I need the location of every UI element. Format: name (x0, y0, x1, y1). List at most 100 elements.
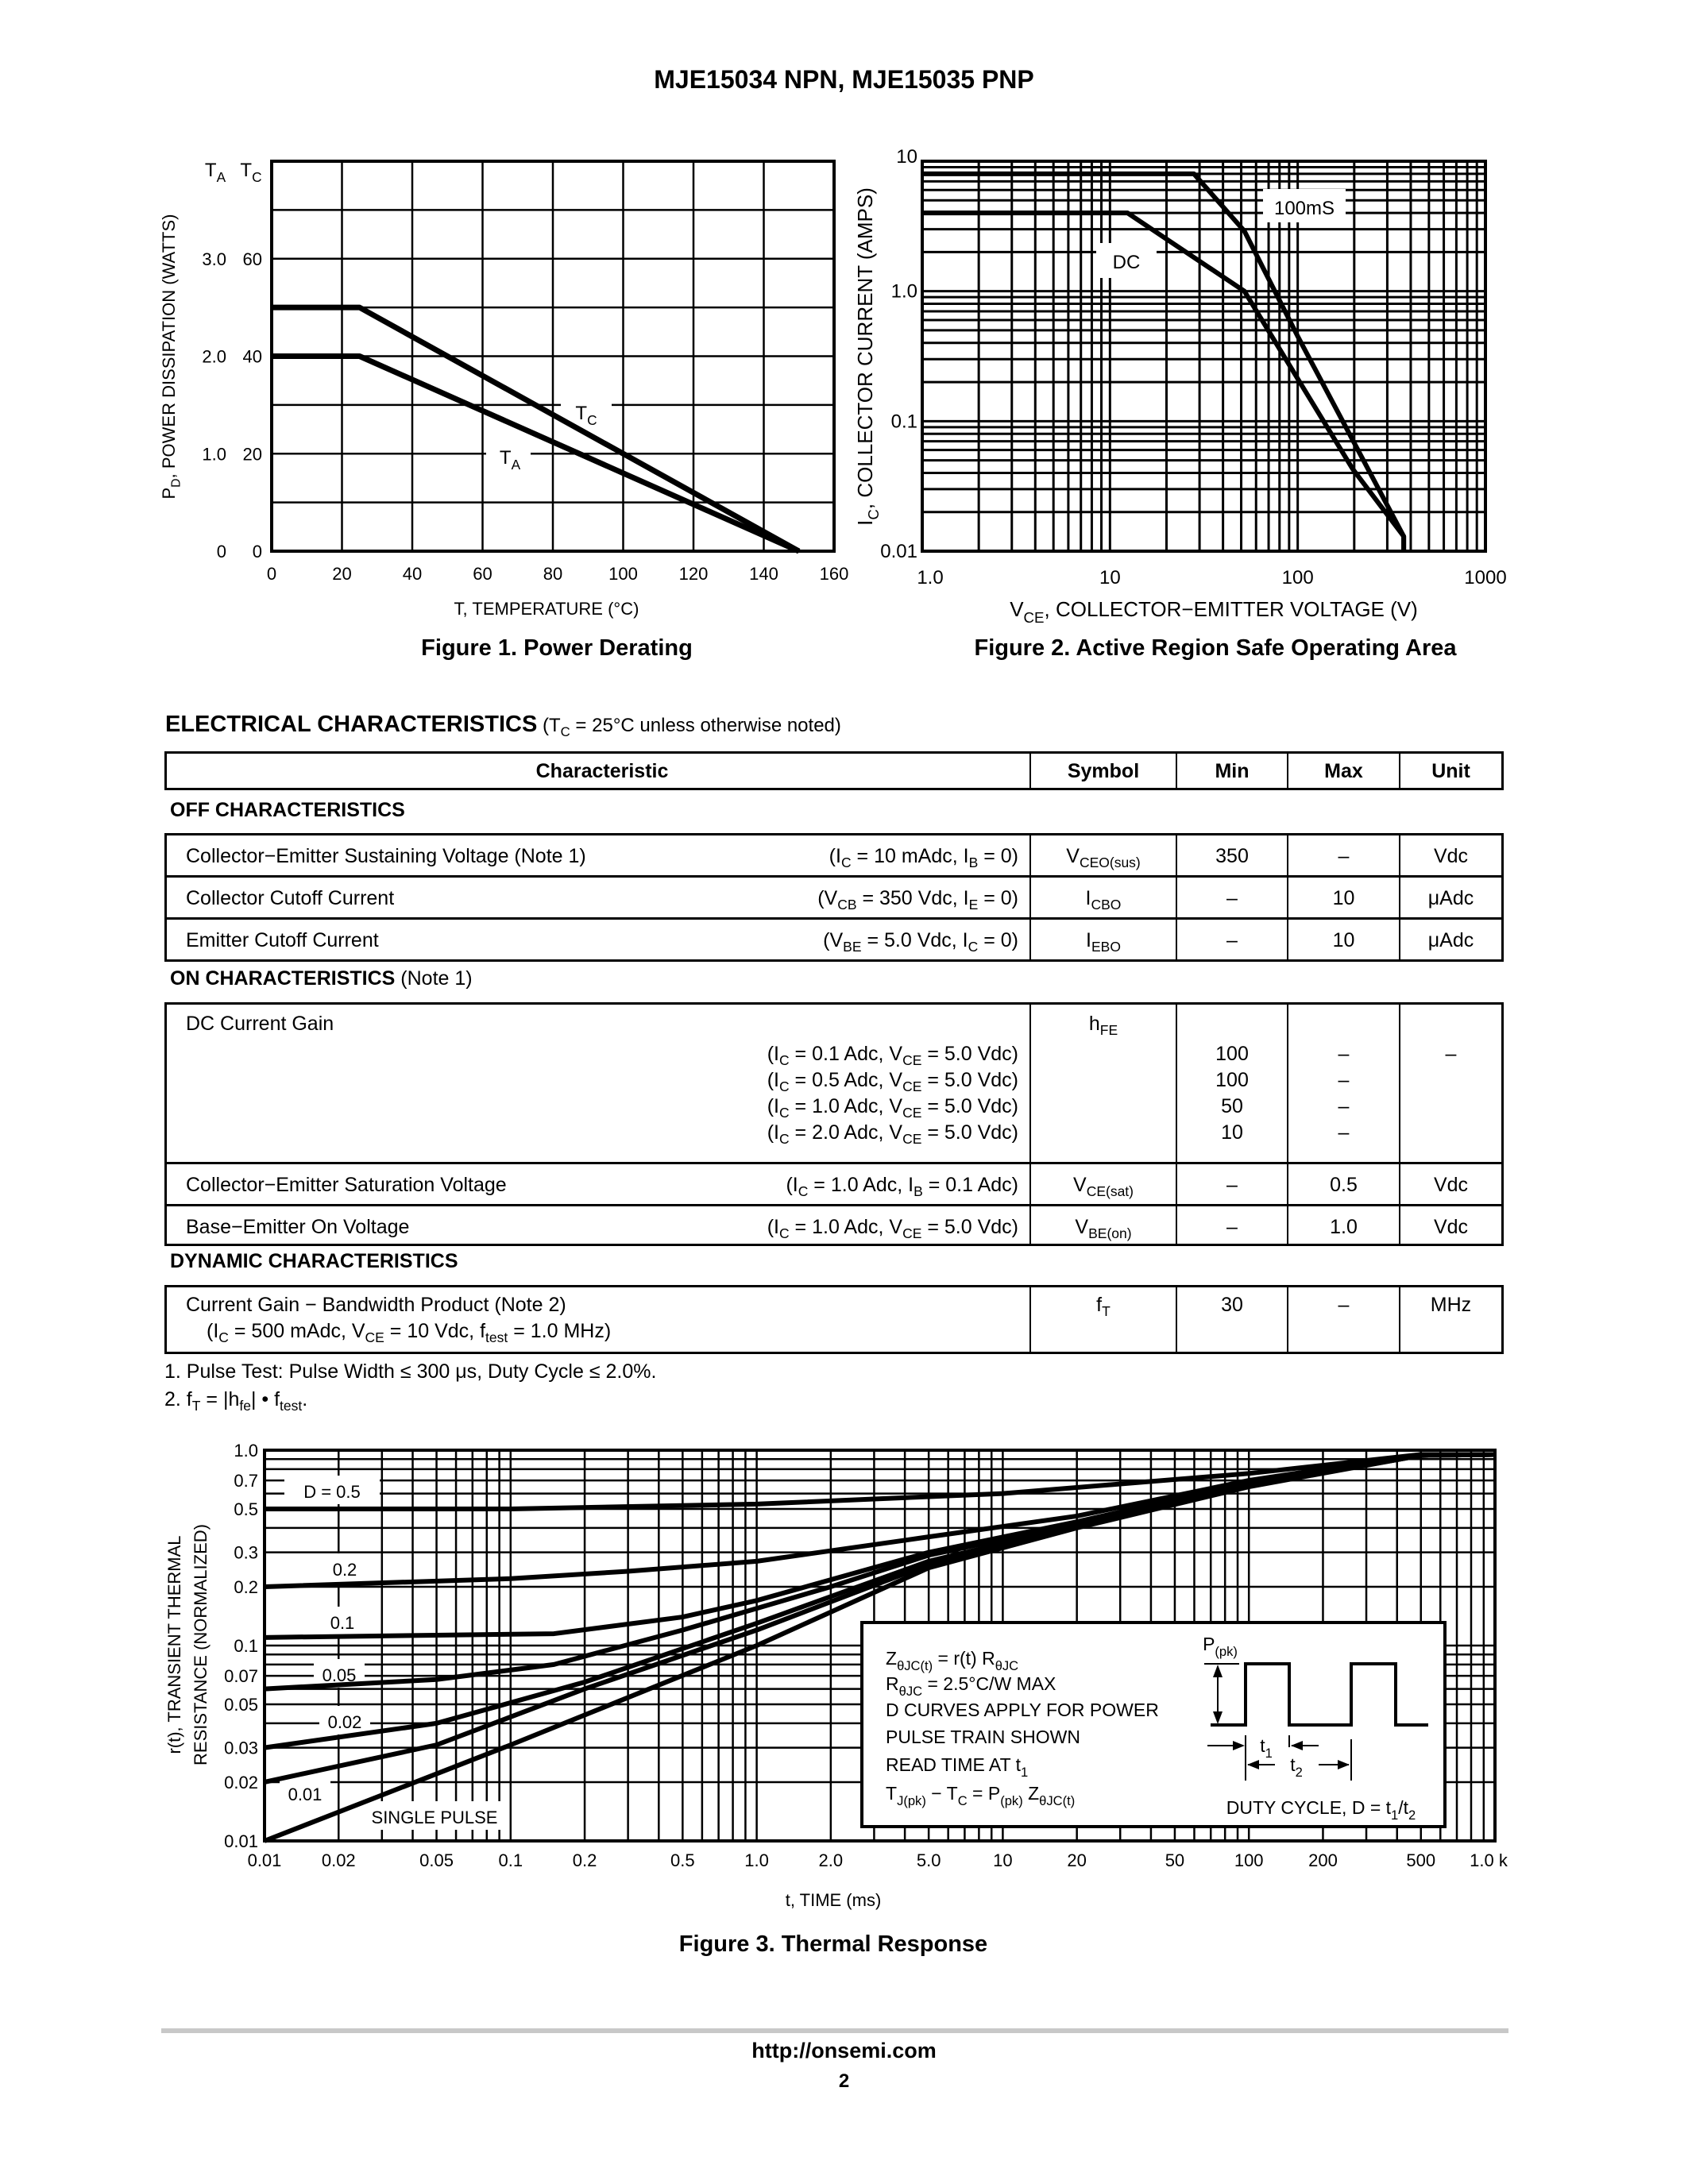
characteristic-name: Collector−Emitter Sustaining Voltage (No… (186, 845, 586, 867)
x-tick-label: 0.01 (248, 1850, 282, 1870)
x-tick-label: 10 (1099, 567, 1121, 588)
x-tick-label: 0.1 (499, 1850, 523, 1870)
max-cell: 1.0 (1287, 1206, 1399, 1244)
annotation-line: D CURVES APPLY FOR POWER (886, 1700, 1159, 1720)
unit-cell: Vdc (1399, 1164, 1501, 1204)
x-tick-label: 20 (1067, 1850, 1086, 1870)
y-tick-label: 1.0 (891, 281, 917, 303)
x-tick-label: 500 (1406, 1850, 1435, 1870)
off-characteristics-label: OFF CHARACTERISTICS (170, 799, 405, 821)
characteristic-name: Current Gain − Bandwidth Product (Note 2… (186, 1294, 566, 1316)
page-title: MJE15034 NPN, MJE15035 PNP (654, 65, 1034, 94)
min-value: 100 (1215, 1043, 1249, 1065)
series-line (265, 1452, 1495, 1512)
on-label-text: ON CHARACTERISTICS (170, 967, 396, 990)
curve-label-background (324, 1553, 365, 1582)
characteristic-name: Collector Cutoff Current (186, 887, 395, 909)
header-characteristic: Characteristic (535, 760, 669, 782)
series-line-tc (272, 304, 801, 554)
annotation-line: TJ(pk)​ − TC​ = P(pk)​ ZθJC(t)​ (886, 1783, 1075, 1808)
condition: (IC = 2.0 Adc, VCE = 5.0 Vdc) (767, 1121, 1018, 1148)
curve-label: 0.02 (328, 1712, 362, 1732)
curve-label: 0.05 (323, 1665, 357, 1685)
table-row: Collector Cutoff Current (VCB = 350 Vdc,… (167, 875, 1501, 917)
x-tick-label: 0.02 (322, 1850, 356, 1870)
x-tick-label: 0.5 (670, 1850, 695, 1870)
electrical-characteristics-heading: ELECTRICAL CHARACTERISTICS (TC = 25°C un… (165, 712, 841, 739)
y-axis-label: r(t), TRANSIENT THERMAL (164, 1535, 184, 1754)
header-unit: Unit (1399, 754, 1501, 788)
annotation-line: RθJC​ = 2.5°C/W MAX (886, 1673, 1056, 1699)
condition: (IC = 500 mAdc, VCE = 10 Vdc, ftest = 1.… (207, 1320, 612, 1346)
x-tick-label: 10 (993, 1850, 1012, 1870)
symbol-cell: IEBO (1029, 920, 1176, 959)
electrical-title: ELECTRICAL CHARACTERISTICS (165, 712, 538, 737)
t2-label: t2​ (1290, 1754, 1303, 1780)
annotation-line: READ TIME AT t1​ (886, 1754, 1028, 1780)
plot-frame (921, 160, 1487, 553)
dynamic-characteristics-label: DYNAMIC CHARACTERISTICS (170, 1250, 458, 1272)
series-line (263, 1452, 1496, 1843)
unit-cell: – (1399, 1005, 1501, 1162)
min-cell: 100 100 50 10 (1176, 1005, 1287, 1162)
x-tick-label: 5.0 (917, 1850, 941, 1870)
annotation-line: PULSE TRAIN SHOWN (886, 1727, 1080, 1747)
table-header: Characteristic Symbol Min Max Unit (164, 751, 1504, 790)
series-label-tc: TC​ (575, 403, 597, 428)
y-tick-label: 1.0 (234, 1441, 258, 1461)
y-tick-label: 0.01 (224, 1831, 258, 1851)
max-value: – (1338, 1121, 1350, 1144)
y-tick-label: 0.07 (224, 1666, 258, 1686)
min-cell: – (1176, 878, 1287, 917)
condition: (IC = 0.1 Adc, VCE = 5.0 Vdc) (767, 1043, 1018, 1069)
curve-label: 0.01 (288, 1785, 323, 1804)
min-cell: 30 (1176, 1287, 1287, 1352)
table-row-dc-current-gain: DC Current Gain (IC = 0.1 Adc, VCE = 5.0… (167, 1005, 1501, 1162)
max-cell: 0.5 (1287, 1164, 1399, 1204)
y-tick-label: 1.0 (202, 444, 226, 464)
page-number: 2 (838, 2070, 850, 2092)
curve-label: 0.2 (333, 1560, 357, 1580)
unit-cell: μAdc (1399, 920, 1501, 959)
x-tick-label: 140 (749, 564, 778, 584)
pulse-waveform (1211, 1662, 1428, 1727)
max-value: – (1338, 1069, 1350, 1091)
series-line-100ms (922, 171, 1407, 551)
characteristic-name: Collector−Emitter Saturation Voltage (186, 1174, 507, 1196)
y-axis-header: TA​ (205, 160, 226, 185)
min-value: 100 (1215, 1069, 1249, 1091)
min-value: 50 (1221, 1095, 1243, 1117)
x-tick-label: 2.0 (819, 1850, 844, 1870)
y-tick-label: 0.1 (891, 411, 917, 432)
series-label-100ms: 100mS (1274, 198, 1335, 219)
symbol-cell: fT (1029, 1287, 1176, 1352)
y-axis-label: PD​, POWER DISSIPATION (WATTS) (159, 214, 183, 500)
condition: (IC = 10 mAdc, IB = 0) (829, 845, 1018, 871)
characteristic-cell: Collector−Emitter Saturation Voltage (IC… (167, 1164, 1029, 1204)
table-row: Collector−Emitter Saturation Voltage (IC… (167, 1162, 1501, 1204)
label-100ms-background (1263, 189, 1346, 222)
ppk-label: P(pk)​ (1203, 1634, 1238, 1659)
y-tick-label: 40 (243, 347, 262, 367)
series-label-dc: DC (1113, 252, 1141, 273)
y-tick-label: 0.1 (234, 1636, 258, 1656)
curve-label: 0.1 (330, 1613, 355, 1633)
condition: (VCB = 350 Vdc, IE = 0) (817, 887, 1018, 913)
y-tick-label: 0 (217, 542, 226, 561)
max-value: – (1338, 1043, 1350, 1065)
x-tick-label: 80 (543, 564, 562, 584)
unit-cell: MHz (1399, 1287, 1501, 1352)
max-value: – (1338, 1095, 1350, 1117)
dynamic-characteristics-table: Current Gain − Bandwidth Product (Note 2… (164, 1285, 1504, 1354)
footer-url[interactable]: http://onsemi.com (751, 2039, 937, 2062)
y-tick-label: 0.01 (880, 541, 917, 562)
x-tick-label: 0 (267, 564, 276, 584)
annotation-line: ZθJC(t)​ = r(t) RθJC​ (886, 1648, 1018, 1673)
y-axis-header: TC​ (240, 160, 261, 185)
off-characteristics-table: Collector−Emitter Sustaining Voltage (No… (164, 833, 1504, 962)
unit-cell: Vdc (1399, 835, 1501, 875)
condition: (IC = 1.0 Adc, VCE = 5.0 Vdc) (767, 1095, 1018, 1121)
symbol-cell: hFE (1029, 1005, 1176, 1162)
x-tick-label: 1.0 (917, 567, 943, 588)
